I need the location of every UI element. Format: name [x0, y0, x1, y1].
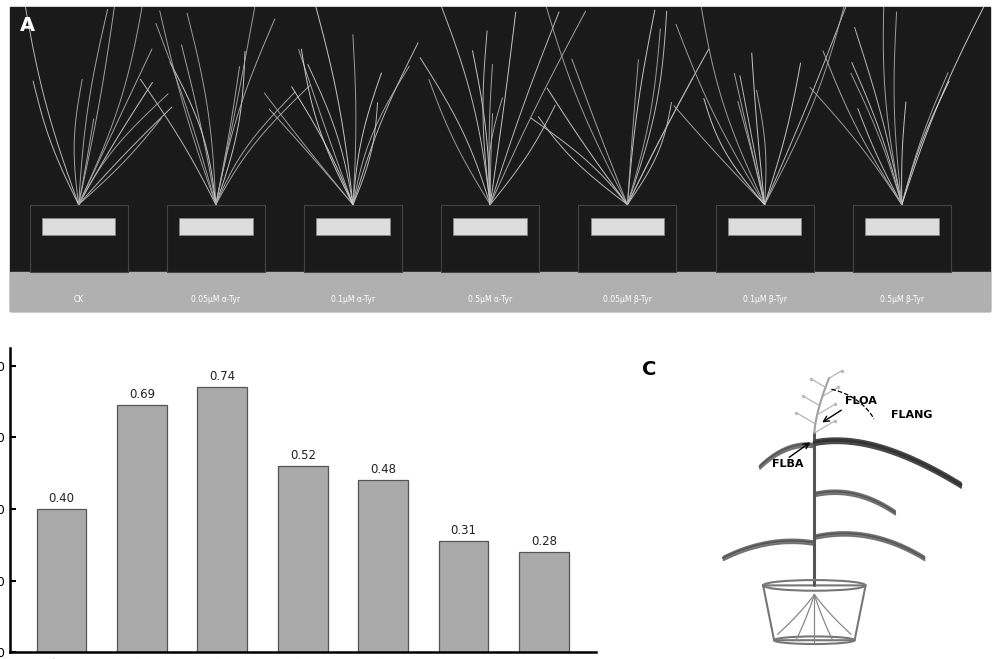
- Text: 0.5μM α-Tyr: 0.5μM α-Tyr: [468, 295, 512, 304]
- Bar: [179, 218, 253, 235]
- Text: 0.1μM α-Tyr: 0.1μM α-Tyr: [331, 295, 375, 304]
- Text: FLBA: FLBA: [772, 459, 803, 469]
- Text: 0.52: 0.52: [290, 449, 316, 462]
- Bar: [716, 204, 814, 272]
- Bar: [853, 204, 951, 272]
- Text: C: C: [642, 360, 657, 379]
- Text: A: A: [20, 16, 35, 35]
- Bar: [519, 552, 569, 652]
- Bar: [37, 509, 86, 652]
- Text: 0.28: 0.28: [531, 534, 557, 548]
- Bar: [316, 218, 390, 235]
- Bar: [30, 204, 128, 272]
- Text: 0.48: 0.48: [370, 463, 396, 476]
- Bar: [441, 204, 539, 272]
- Text: CK: CK: [73, 295, 84, 304]
- Bar: [10, 272, 990, 311]
- Bar: [591, 218, 664, 235]
- Text: 0.69: 0.69: [129, 387, 155, 401]
- Bar: [439, 541, 488, 652]
- Bar: [278, 466, 328, 652]
- Text: 0.1μM β-Tyr: 0.1μM β-Tyr: [743, 295, 787, 304]
- Text: 0.05μM β-Tyr: 0.05μM β-Tyr: [603, 295, 652, 304]
- Text: 0.74: 0.74: [209, 370, 235, 383]
- Bar: [728, 218, 801, 235]
- Bar: [117, 405, 167, 652]
- Bar: [304, 204, 402, 272]
- Bar: [453, 218, 527, 235]
- Text: FLOA: FLOA: [845, 395, 877, 406]
- Text: 0.5μM β-Tyr: 0.5μM β-Tyr: [880, 295, 924, 304]
- Text: 0.31: 0.31: [451, 524, 477, 537]
- Text: 0.40: 0.40: [49, 492, 75, 505]
- Bar: [865, 218, 939, 235]
- Text: FLANG: FLANG: [891, 410, 933, 420]
- Bar: [42, 218, 115, 235]
- Bar: [167, 204, 265, 272]
- Bar: [578, 204, 676, 272]
- Bar: [358, 480, 408, 652]
- Text: 0.05μM α-Tyr: 0.05μM α-Tyr: [191, 295, 240, 304]
- Bar: [197, 387, 247, 652]
